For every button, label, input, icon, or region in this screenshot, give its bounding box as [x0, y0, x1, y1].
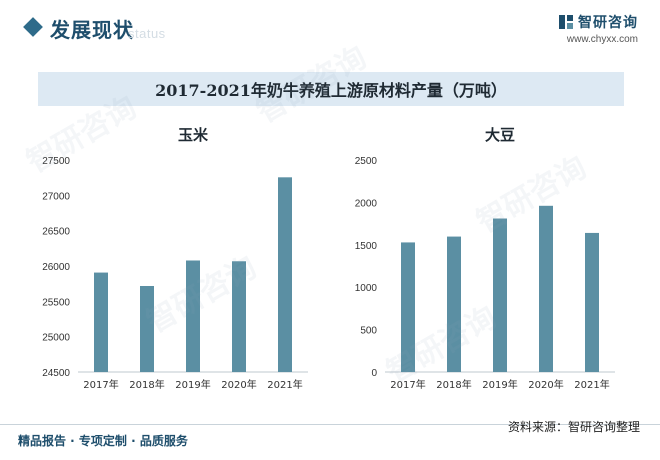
soybean-bar	[539, 205, 553, 372]
corn-y-tick-label: 26500	[42, 227, 70, 238]
corn-chart: 玉米 24500 25000 25500 26000 26500 27000 27500 201…	[18, 118, 318, 404]
brand-url: www.chyxx.com	[566, 34, 638, 45]
soybean-y-tick-label: 0	[371, 368, 377, 379]
soybean-bar	[447, 236, 461, 372]
corn-y-tick-label: 26000	[42, 262, 70, 273]
main-title: 2017-2021年奶牛养殖上游原材料产量（万吨）	[155, 81, 507, 100]
soybean-y-tick-label: 1500	[355, 241, 378, 252]
corn-bar	[186, 260, 200, 372]
footer-divider	[0, 424, 660, 425]
soybean-x-tick-label: 2021年	[574, 378, 609, 391]
soybean-x-tick-label: 2017年	[390, 378, 425, 391]
soybean-x-tick-label: 2018年	[436, 378, 471, 391]
corn-x-tick-label: 2021年	[267, 378, 302, 391]
soybean-y-tick-label: 2500	[355, 156, 378, 167]
soybean-x-tick-label: 2020年	[528, 378, 563, 391]
soybean-bar	[401, 242, 415, 372]
brand: 智研咨询 www.chyxx.com	[558, 12, 638, 45]
footer-slogan: 精品报告 · 专项定制 · 品质服务	[18, 434, 188, 448]
corn-y-tick-label: 27500	[42, 156, 70, 167]
corn-x-tick-label: 2017年	[83, 378, 118, 391]
corn-x-tick-label: 2018年	[129, 378, 164, 391]
diamond-icon	[23, 17, 43, 37]
source-note: 资料来源：智研咨询整理	[507, 420, 640, 434]
corn-y-tick-label: 27000	[42, 191, 70, 202]
header: 发展现状 status 智研咨询 www.chyxx.com	[0, 0, 660, 62]
soybean-x-tick-label: 2019年	[482, 378, 517, 391]
corn-chart-title: 玉米	[178, 126, 209, 144]
soybean-chart-svg: 大豆 0 500 1000 1500 2000 2500 2017年 2018年 2019年 202…	[355, 126, 615, 391]
corn-bar	[278, 177, 292, 372]
soybean-chart: 大豆 0 500 1000 1500 2000 2500 2017年 2018年 2019年 202…	[325, 118, 625, 404]
soybean-bar	[493, 218, 507, 372]
corn-bar	[232, 261, 246, 372]
corn-x-tick-label: 2020年	[221, 378, 256, 391]
corn-y-tick-label: 25500	[42, 297, 70, 308]
chart-title-bar: 2017-2021年奶牛养殖上游原材料产量（万吨）	[38, 72, 624, 106]
soybean-bar	[585, 232, 599, 372]
corn-y-tick-label: 25000	[42, 333, 70, 344]
section-subtitle: status	[128, 26, 166, 41]
soybean-y-tick-label: 2000	[355, 198, 378, 209]
corn-x-tick-label: 2019年	[175, 378, 210, 391]
brand-name: 智研咨询	[578, 15, 638, 31]
brand-logo-icon	[559, 15, 573, 29]
corn-chart-svg: 玉米 24500 25000 25500 26000 26500 27000 27500 201…	[42, 126, 308, 391]
soybean-chart-title: 大豆	[485, 126, 515, 144]
corn-bar	[94, 272, 108, 372]
soybean-y-tick-label: 1000	[355, 283, 378, 294]
section-title: 发展现状	[50, 18, 134, 42]
corn-bar	[140, 285, 154, 372]
soybean-y-tick-label: 500	[360, 326, 377, 337]
corn-y-tick-label: 24500	[42, 368, 70, 379]
